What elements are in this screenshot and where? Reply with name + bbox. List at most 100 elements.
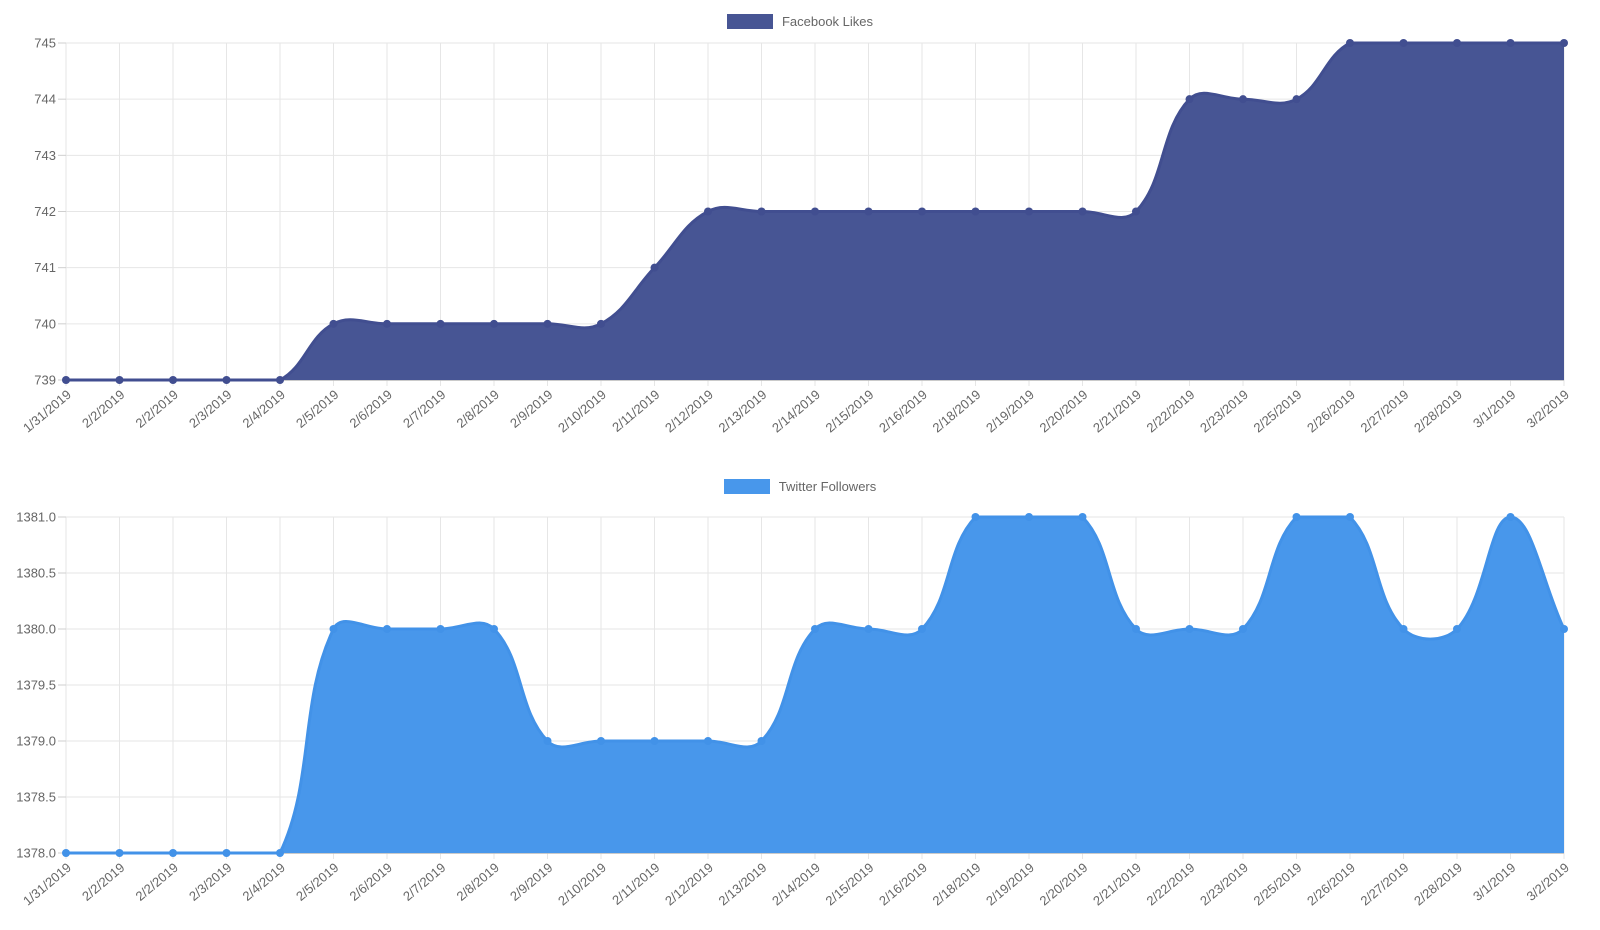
- x-axis-tick-label: 2/7/2019: [400, 860, 448, 904]
- data-point[interactable]: [971, 513, 980, 521]
- data-point[interactable]: [1185, 95, 1194, 104]
- data-point[interactable]: [1399, 625, 1408, 633]
- x-axis-tick-label: 2/26/2019: [1304, 860, 1358, 909]
- data-point[interactable]: [757, 207, 766, 216]
- data-point[interactable]: [383, 319, 391, 328]
- data-point[interactable]: [1506, 39, 1515, 47]
- x-axis-tick-label: 2/2/2019: [133, 860, 181, 904]
- data-point[interactable]: [1399, 39, 1408, 47]
- data-point[interactable]: [329, 625, 338, 633]
- y-axis-tick-label: 744: [34, 92, 56, 107]
- data-point[interactable]: [1132, 625, 1140, 633]
- y-axis-tick-label: 1378.5: [16, 790, 56, 805]
- data-point[interactable]: [864, 625, 873, 633]
- data-point[interactable]: [1078, 513, 1087, 521]
- data-point[interactable]: [329, 319, 338, 328]
- data-point[interactable]: [597, 737, 605, 745]
- data-point[interactable]: [169, 376, 177, 384]
- x-axis-tick-label: 2/4/2019: [240, 860, 288, 904]
- data-point[interactable]: [1239, 95, 1247, 104]
- x-axis-tick-label: 2/13/2019: [715, 860, 769, 909]
- data-point[interactable]: [490, 625, 498, 633]
- data-point[interactable]: [1185, 625, 1194, 633]
- data-point[interactable]: [1506, 513, 1515, 521]
- y-axis-tick-label: 1381.0: [16, 510, 56, 525]
- data-point[interactable]: [543, 319, 552, 328]
- x-axis-tick-label: 2/10/2019: [555, 860, 609, 909]
- data-point[interactable]: [811, 207, 819, 216]
- data-point[interactable]: [543, 737, 552, 745]
- data-point[interactable]: [704, 207, 712, 216]
- data-point[interactable]: [757, 737, 766, 745]
- data-point[interactable]: [1346, 513, 1354, 521]
- x-axis-tick-label: 2/18/2019: [929, 387, 983, 436]
- data-point[interactable]: [650, 737, 659, 745]
- data-point[interactable]: [276, 376, 284, 384]
- data-point[interactable]: [811, 625, 819, 633]
- data-point[interactable]: [1025, 513, 1033, 521]
- x-axis-tick-label: 2/28/2019: [1411, 387, 1465, 436]
- data-point[interactable]: [971, 207, 980, 216]
- data-point[interactable]: [62, 849, 70, 857]
- data-point[interactable]: [597, 319, 605, 328]
- y-axis-tick-label: 739: [34, 373, 56, 388]
- x-axis-tick-label: 2/5/2019: [293, 860, 341, 904]
- twitter-legend-item[interactable]: Twitter Followers: [0, 479, 1600, 494]
- facebook-legend-item[interactable]: Facebook Likes: [0, 14, 1600, 29]
- data-point[interactable]: [276, 849, 284, 857]
- x-axis-tick-label: 2/6/2019: [347, 387, 395, 431]
- data-point[interactable]: [918, 625, 926, 633]
- data-point[interactable]: [115, 376, 124, 384]
- x-axis-tick-label: 2/15/2019: [822, 387, 876, 436]
- x-axis-tick-label: 2/27/2019: [1357, 860, 1411, 909]
- data-point[interactable]: [62, 376, 70, 384]
- data-point[interactable]: [1560, 625, 1568, 633]
- x-axis-tick-label: 2/2/2019: [79, 387, 127, 431]
- data-point[interactable]: [1292, 513, 1301, 521]
- data-point[interactable]: [222, 849, 231, 857]
- data-point[interactable]: [704, 737, 712, 745]
- data-point[interactable]: [1239, 625, 1247, 633]
- y-axis-tick-label: 742: [34, 204, 56, 219]
- twitter-followers-chart: Twitter Followers 1381.0 1380.5 1380.0 1379…: [0, 465, 1600, 930]
- data-point[interactable]: [222, 376, 231, 384]
- data-point[interactable]: [436, 319, 445, 328]
- y-axis-tick-label: 1379.5: [16, 678, 56, 693]
- data-point[interactable]: [1078, 207, 1087, 216]
- data-point[interactable]: [490, 319, 498, 328]
- facebook-legend-swatch: [726, 14, 773, 29]
- data-point[interactable]: [1346, 39, 1354, 47]
- x-axis-tick-label: 2/9/2019: [507, 387, 555, 431]
- y-axis-tick-label: 745: [34, 36, 56, 51]
- y-axis-tick-label: 1378.0: [16, 846, 56, 861]
- data-point[interactable]: [650, 263, 659, 272]
- x-axis-tick-label: 2/16/2019: [876, 860, 930, 909]
- data-point[interactable]: [1560, 39, 1568, 47]
- data-point[interactable]: [864, 207, 873, 216]
- data-point[interactable]: [1292, 95, 1301, 104]
- twitter-legend-label: Twitter Followers: [778, 479, 877, 494]
- data-point[interactable]: [436, 625, 445, 633]
- x-axis-tick-label: 2/8/2019: [454, 387, 502, 431]
- data-point[interactable]: [1025, 207, 1033, 216]
- data-point[interactable]: [1453, 39, 1461, 47]
- y-axis-tick-label: 1380.0: [16, 622, 56, 637]
- x-axis-tick-label: 2/8/2019: [454, 860, 502, 904]
- x-axis-tick-label: 2/28/2019: [1411, 860, 1465, 909]
- x-axis-tick-label: 1/31/2019: [20, 387, 74, 436]
- y-axis-tick-label: 1379.0: [16, 734, 56, 749]
- x-axis-tick-label: 2/11/2019: [609, 387, 662, 435]
- data-point[interactable]: [169, 849, 177, 857]
- data-point[interactable]: [383, 625, 391, 633]
- x-axis-tick-label: 2/23/2019: [1197, 387, 1251, 436]
- x-axis-tick-label: 2/21/2019: [1090, 387, 1144, 436]
- data-point[interactable]: [115, 849, 124, 857]
- x-axis-tick-label: 2/25/2019: [1250, 860, 1304, 909]
- data-point[interactable]: [1132, 207, 1140, 216]
- twitter-legend-swatch: [723, 479, 770, 494]
- data-point[interactable]: [918, 207, 926, 216]
- x-axis-tick-label: 2/3/2019: [186, 860, 234, 904]
- y-axis-tick-label: 741: [34, 260, 56, 275]
- data-point[interactable]: [1453, 625, 1461, 633]
